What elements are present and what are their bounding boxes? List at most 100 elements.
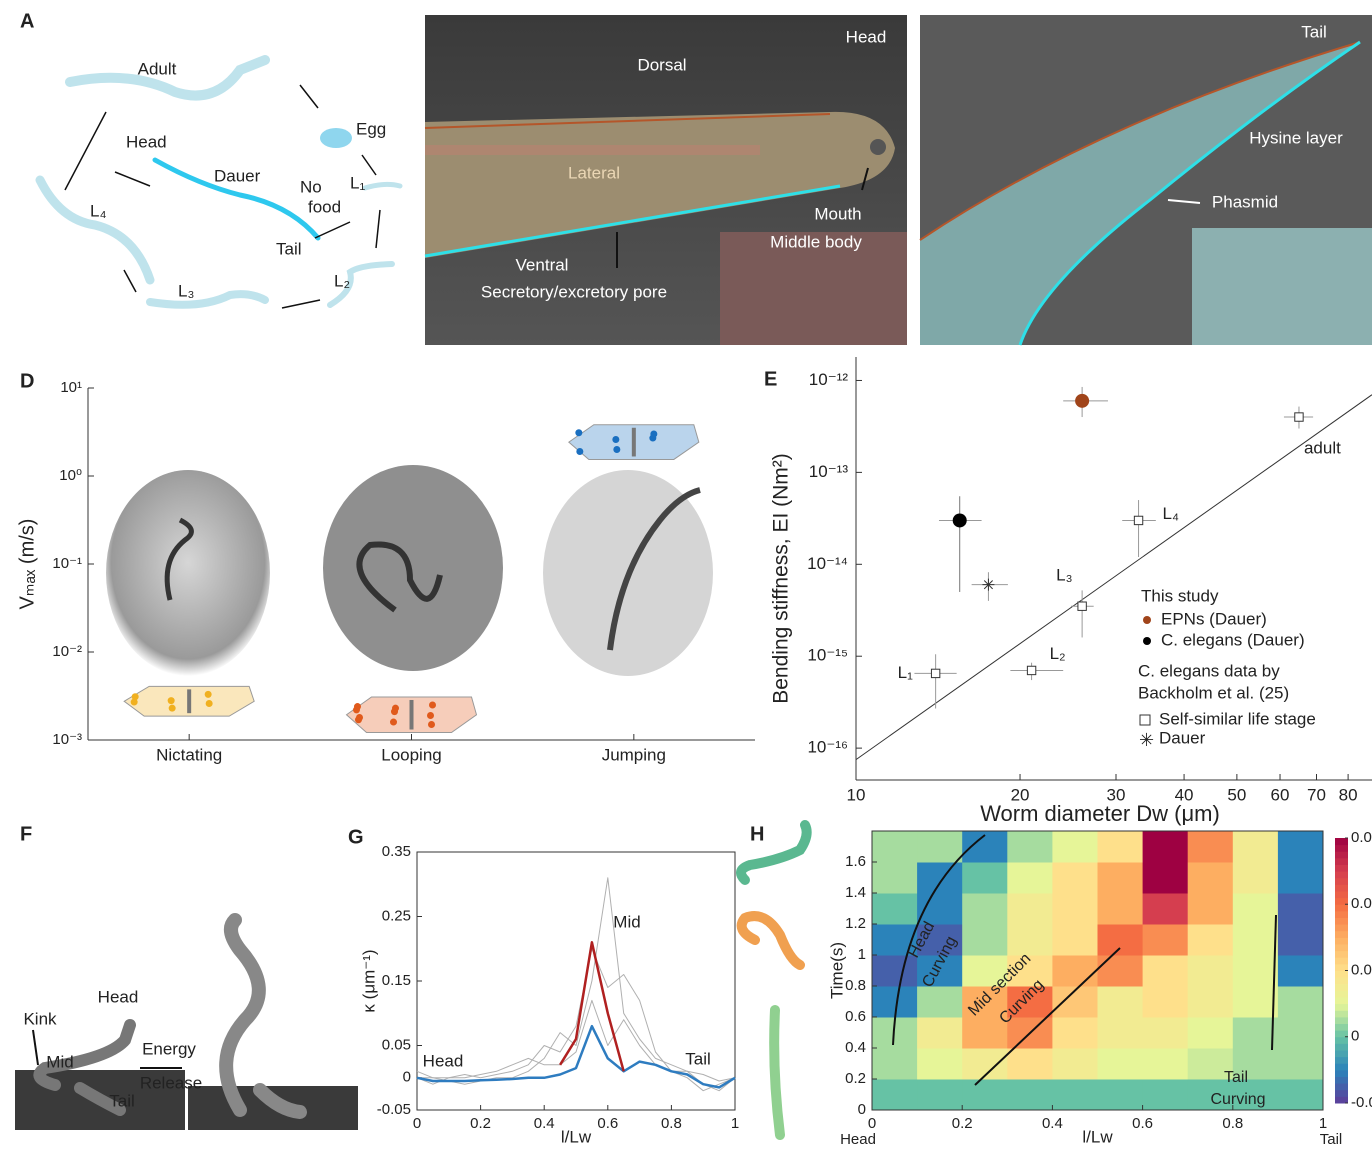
heat-cell — [1098, 924, 1144, 956]
colorbar-step — [1335, 838, 1348, 845]
x-tick-label: 0.8 — [661, 1115, 682, 1132]
panel-label: G — [348, 826, 364, 848]
colorbar-step — [1335, 1050, 1348, 1057]
arrow — [124, 270, 136, 292]
point — [392, 705, 399, 712]
colorbar-step — [1335, 904, 1348, 911]
y-axis-label: Bending stiffness, EI (Nm²) — [770, 453, 793, 704]
heat-cell — [1052, 1079, 1098, 1111]
heat-cell — [1188, 831, 1234, 863]
y-axis-label: Vₘₐₓ (m/s) — [16, 519, 38, 610]
label: Kink — [23, 1009, 57, 1028]
point-label: adult — [1304, 439, 1341, 458]
point — [206, 700, 213, 707]
colorbar-step — [1335, 997, 1348, 1004]
colorbar-step — [1335, 931, 1348, 938]
point — [1134, 516, 1142, 524]
legend-marker — [1143, 616, 1151, 624]
x-tick-label: 10 — [847, 785, 866, 804]
box — [410, 700, 414, 730]
mouth — [870, 139, 886, 155]
point — [1075, 394, 1089, 408]
box — [187, 689, 191, 713]
x-tick-label: 0.2 — [952, 1115, 973, 1132]
annotation: Mid — [613, 912, 640, 931]
x-axis-label: l/Lw — [1082, 1127, 1113, 1146]
heat-cell — [1007, 831, 1053, 863]
panel-label: A — [20, 10, 34, 32]
heat-cell — [872, 955, 918, 987]
x-tick-label: 0 — [413, 1115, 421, 1132]
heat-cell — [917, 862, 963, 894]
point — [576, 448, 583, 455]
x-end-label: Tail — [1320, 1131, 1343, 1148]
heat-cell — [1188, 924, 1234, 956]
label: Secretory/excretory pore — [481, 282, 667, 301]
heat-cell — [1052, 1017, 1098, 1049]
worm — [742, 916, 800, 965]
colorbar-step — [1335, 911, 1348, 918]
panel-label: H — [750, 823, 764, 845]
heat-cell — [1188, 893, 1234, 925]
point — [982, 579, 994, 591]
point — [427, 712, 434, 719]
arrow — [115, 172, 150, 186]
y-tick-label: 0.05 — [382, 1036, 411, 1053]
heat-cell — [1278, 831, 1324, 863]
heat-cell — [917, 1017, 963, 1049]
y-tick-label: 0.2 — [845, 1070, 866, 1087]
label: Mouth — [814, 204, 861, 223]
heat-cell — [1007, 893, 1053, 925]
heat-cell — [1052, 862, 1098, 894]
heat-cell — [1098, 893, 1144, 925]
label: L₂ — [334, 271, 350, 290]
heat-cell — [1278, 955, 1324, 987]
heat-cell — [1098, 955, 1144, 987]
annotation: Head — [423, 1051, 464, 1070]
heat-cell — [1278, 1017, 1324, 1049]
heat-cell — [1278, 924, 1324, 956]
label: Tail — [276, 239, 302, 258]
figure: A B C D E F G H Adult Egg Head Dauer No … — [0, 0, 1372, 1149]
point — [390, 719, 397, 726]
heat-cell — [962, 893, 1008, 925]
colorbar-step — [1335, 871, 1348, 878]
y-axis-label: κ (μm⁻¹) — [359, 949, 378, 1012]
colorbar-step — [1335, 1030, 1348, 1037]
label: Energy — [142, 1039, 196, 1058]
x-tick-label: 0.4 — [534, 1115, 555, 1132]
legend-label: Self-similar life stage — [1159, 709, 1316, 728]
heat-cell — [1007, 1079, 1053, 1111]
heat-cell — [1233, 986, 1279, 1018]
colorbar-step — [1335, 951, 1348, 958]
x-axis-label: Worm diameter Dw (μm) — [980, 801, 1220, 826]
y-tick-label: 10⁻¹² — [809, 370, 849, 389]
colorbar-step — [1335, 1070, 1348, 1077]
label: Ventral — [516, 255, 569, 274]
label: Middle body — [770, 232, 862, 251]
heat-cell — [1278, 862, 1324, 894]
heat-cell — [872, 1079, 918, 1111]
heat-cell — [917, 1048, 963, 1080]
point — [354, 703, 361, 710]
heat-cell — [962, 862, 1008, 894]
heat-cell — [1098, 831, 1144, 863]
worm — [40, 180, 150, 280]
x-tick-label: 60 — [1271, 785, 1290, 804]
colorbar-step — [1335, 898, 1348, 905]
label: Egg — [356, 119, 386, 138]
heat-cell — [1143, 1079, 1189, 1111]
colorbar-step — [1335, 918, 1348, 925]
heat-cell — [1188, 955, 1234, 987]
label: Adult — [138, 59, 177, 78]
heat-cell — [872, 1048, 918, 1080]
point-label: L₄ — [1163, 504, 1179, 523]
colorbar-step — [1335, 990, 1348, 997]
x-tick-label: Jumping — [602, 745, 666, 764]
panel-label: D — [20, 370, 34, 392]
colorbar-step — [1335, 1090, 1348, 1097]
arrow — [300, 85, 318, 108]
heat-cell — [1052, 1048, 1098, 1080]
y-tick-label: 0.15 — [382, 972, 411, 989]
colorbar-step — [1335, 1024, 1348, 1031]
